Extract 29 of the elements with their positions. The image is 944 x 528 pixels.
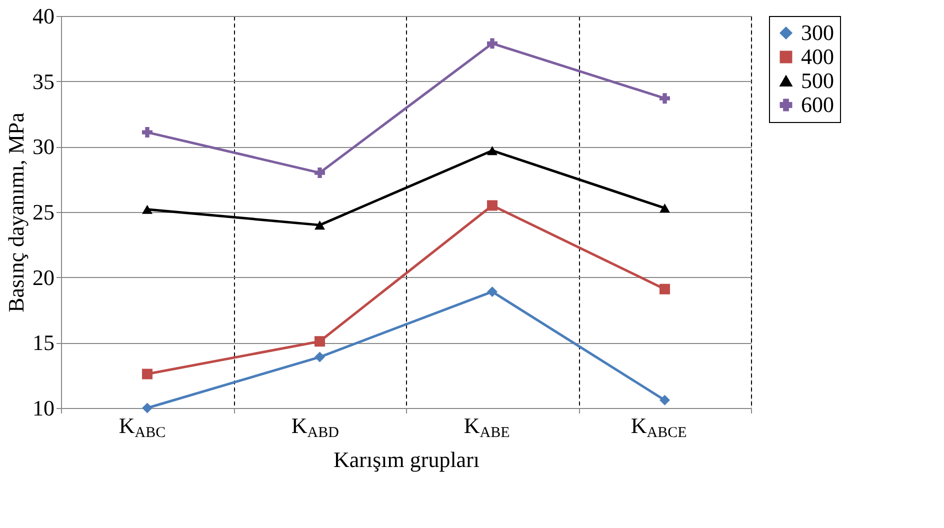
- point: [487, 286, 498, 297]
- y-tick-label: 30: [32, 134, 54, 160]
- point: [142, 204, 152, 214]
- y-axis-title: Basınç dayanımı, MPa: [4, 112, 28, 312]
- legend-label: 600: [801, 92, 834, 117]
- y-tick-label: 40: [32, 4, 54, 28]
- point: [660, 93, 670, 104]
- y-tick-label: 25: [32, 200, 54, 224]
- y-tick-label: 20: [32, 264, 54, 290]
- point: [314, 352, 325, 362]
- point: [660, 204, 670, 213]
- legend-label: 400: [801, 44, 834, 69]
- point: [487, 200, 498, 211]
- x-axis-title: Karışım grupları: [333, 447, 480, 472]
- point: [314, 168, 325, 178]
- y-tick-label: 15: [32, 330, 54, 356]
- point: [314, 336, 325, 347]
- legend-label: 300: [801, 20, 834, 45]
- point: [487, 146, 498, 156]
- point: [314, 220, 325, 230]
- point: [142, 127, 152, 138]
- point: [660, 284, 670, 294]
- y-tick-label: 35: [32, 68, 54, 94]
- point: [142, 402, 152, 414]
- point: [142, 368, 152, 380]
- y-tick-label: 10: [32, 396, 54, 420]
- point: [660, 394, 670, 406]
- point: [487, 38, 498, 49]
- legend-label: 500: [801, 68, 834, 93]
